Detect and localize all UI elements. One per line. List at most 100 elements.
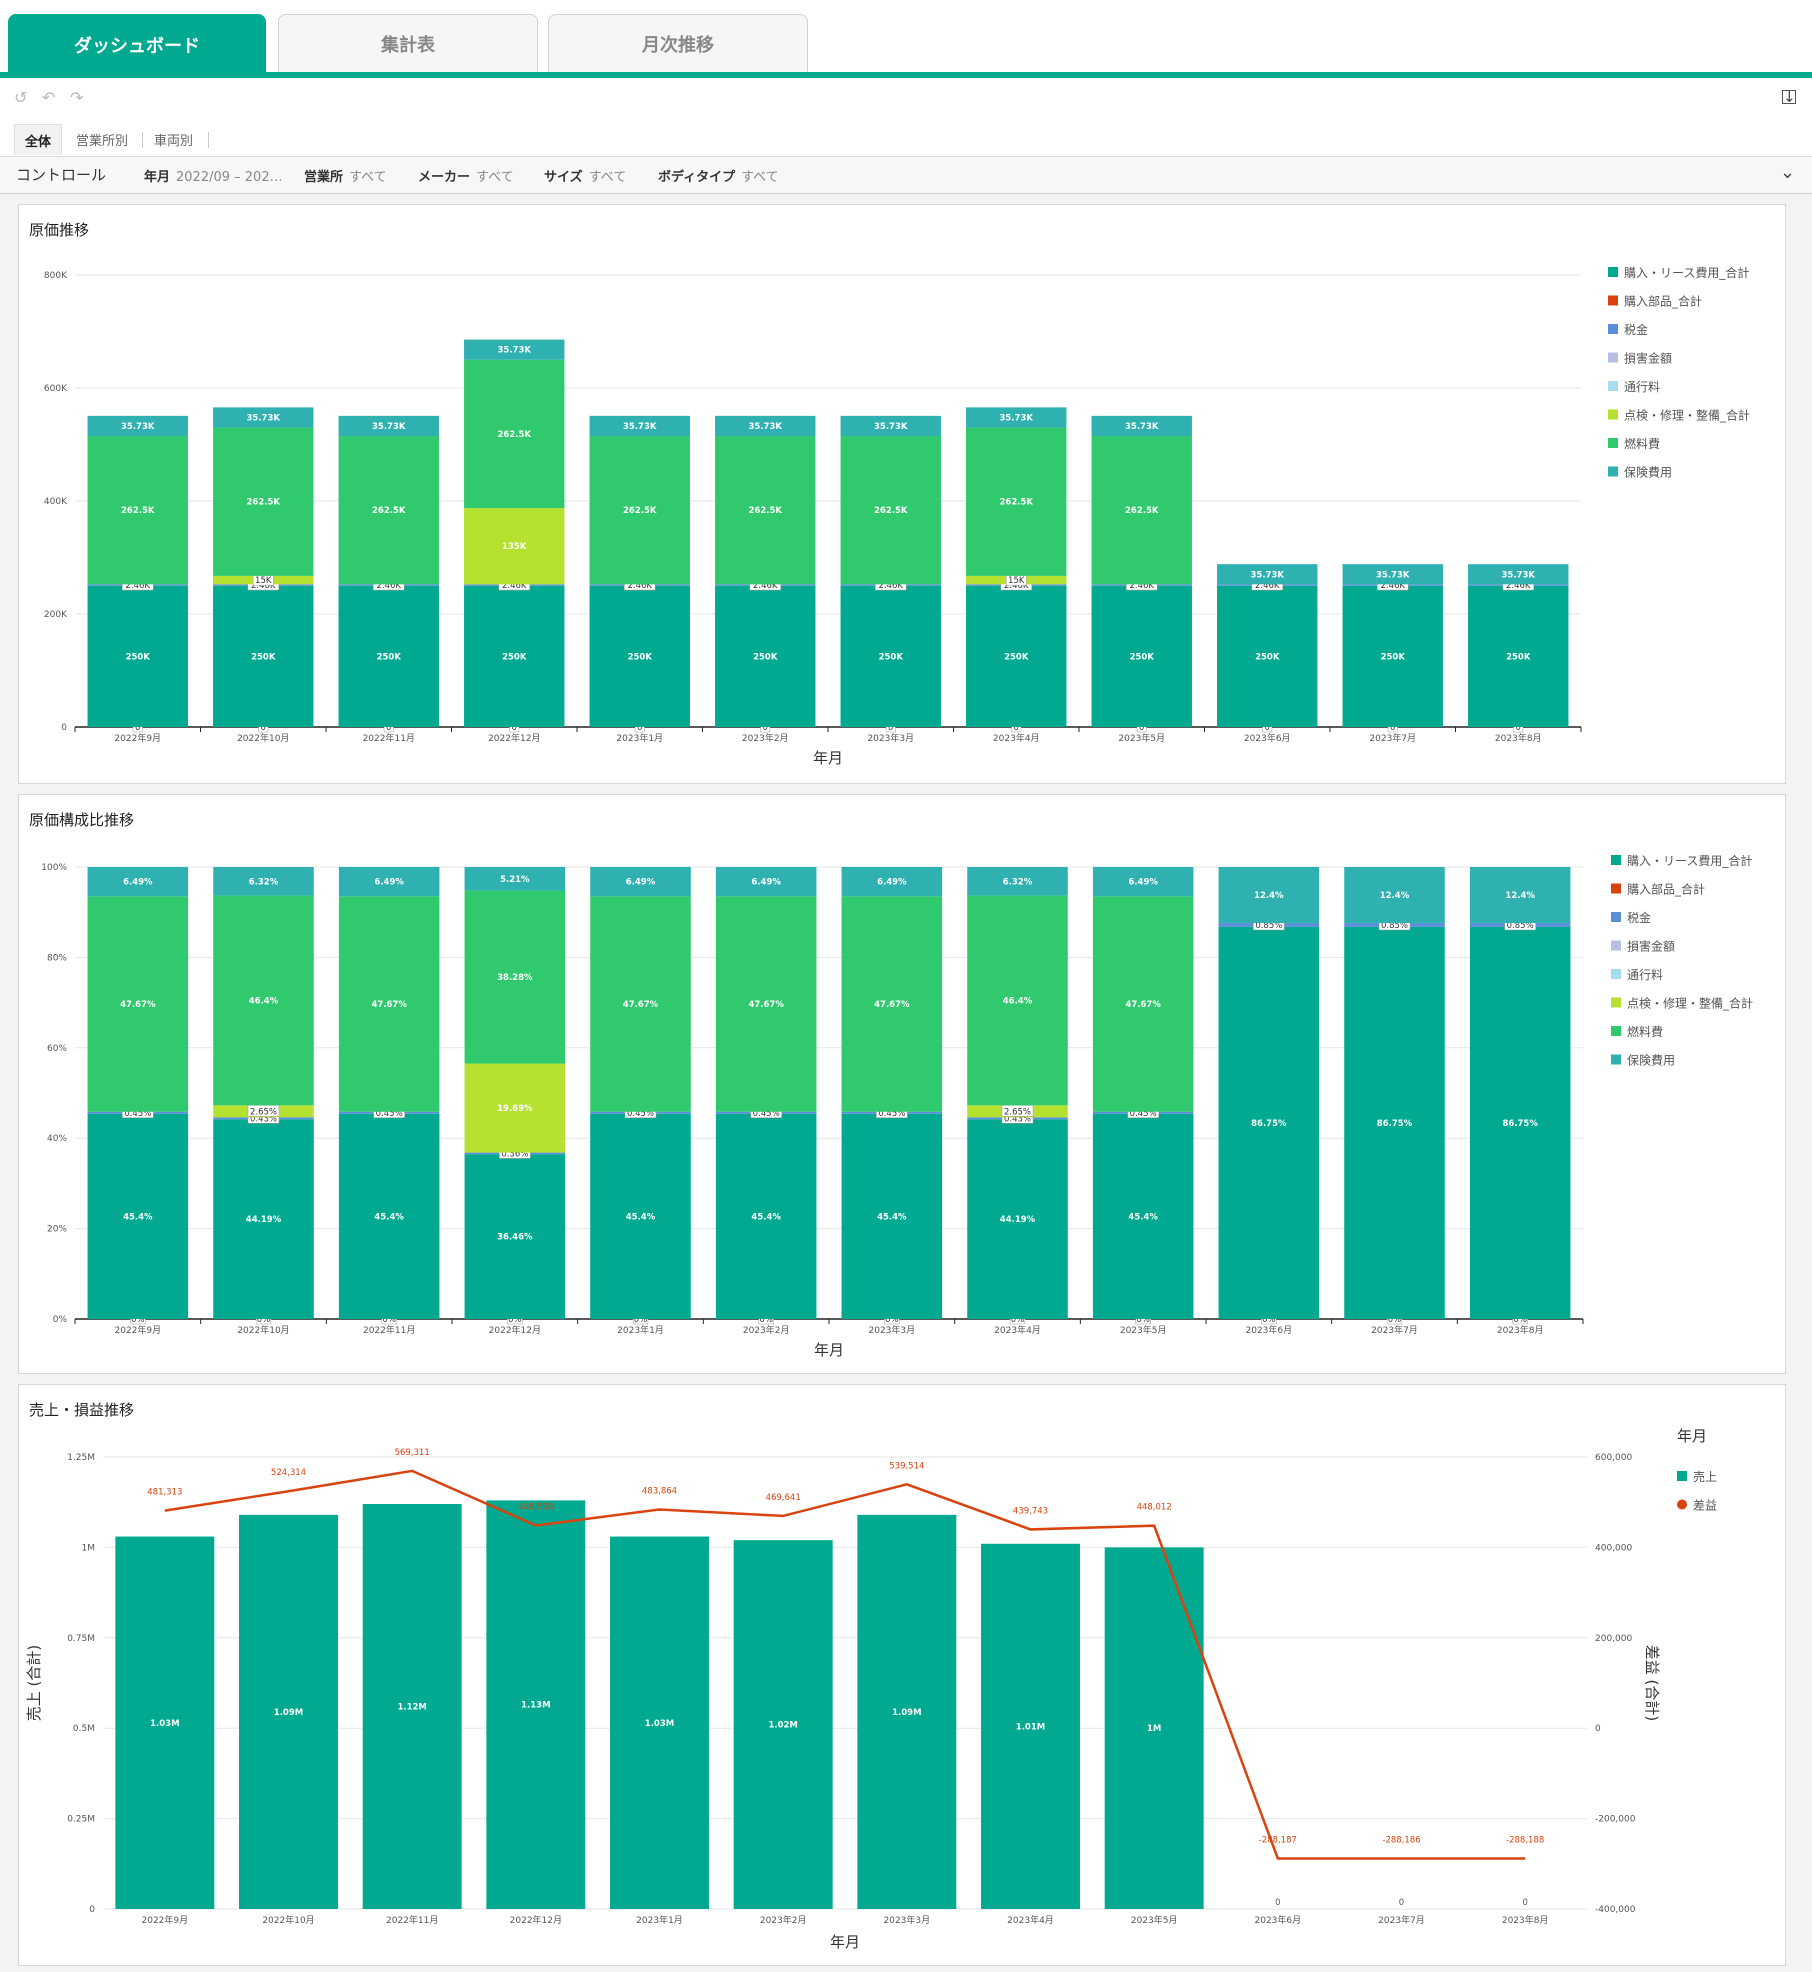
data-label: 35.73K <box>1502 570 1536 580</box>
legend-label: 購入・リース費用_合計 <box>1624 265 1749 280</box>
data-label: 0% <box>759 1315 773 1325</box>
data-label: 0 <box>888 723 893 733</box>
filter-body-type[interactable]: ボディタイプ すべて <box>658 166 779 185</box>
data-label: 250K <box>628 652 653 662</box>
y-tick-label: 100% <box>41 863 67 873</box>
data-label: 0.85% <box>1255 921 1282 931</box>
data-label: 0.36% <box>501 1149 528 1159</box>
bar-segment <box>966 427 1067 576</box>
legend-marker <box>1611 883 1621 894</box>
data-label: 0 <box>637 723 642 733</box>
data-label: 0 <box>763 723 768 733</box>
data-label: 250K <box>251 652 276 662</box>
bar-segment <box>1469 867 1571 924</box>
legend-label: 差益 <box>1693 1499 1717 1513</box>
data-label: 1.09M <box>274 1708 303 1718</box>
data-label: 6.49% <box>626 878 656 888</box>
line-data-label: 483,864 <box>642 1486 677 1496</box>
data-label: 262.5K <box>749 506 783 516</box>
y2-tick-label: 0 <box>1595 1724 1601 1734</box>
y-tick-label: 200K <box>44 610 68 620</box>
cost-ratio-chart: 0% 20% 40% 60% 80% 100% 0% 45.4% 0.45% 47.67% 6.49… <box>41 853 1753 1359</box>
y-tick-label: 1M <box>82 1543 96 1553</box>
subtab-by-vehicle[interactable]: 車両別 <box>154 133 194 149</box>
reset-icon[interactable]: ↺ <box>14 88 28 107</box>
data-label: 0.45% <box>627 1109 654 1119</box>
data-label: 86.75% <box>1377 1119 1413 1129</box>
download-icon[interactable]: ↓ <box>1782 88 1796 106</box>
bar-segment <box>213 867 314 896</box>
bar-segment <box>1342 585 1443 727</box>
x-tick-label: 2023年7月 <box>1378 1914 1425 1926</box>
data-label: 12.4% <box>1380 891 1410 901</box>
tab-monthly-trend[interactable]: 月次推移 <box>548 14 808 72</box>
bar-segment <box>715 1113 817 1319</box>
bar-segment <box>87 415 188 437</box>
y-tick-label: 20% <box>47 1225 67 1235</box>
data-label: 5.21% <box>500 875 530 885</box>
data-label: 47.67% <box>120 1000 156 1010</box>
line-data-label: -288,186 <box>1382 1835 1420 1845</box>
bar-segment <box>967 895 1068 1106</box>
subtab-all[interactable]: 全体 <box>14 124 63 155</box>
data-label: 1.13M <box>521 1701 550 1711</box>
filter-label: 営業所 <box>304 170 344 185</box>
line-data-label: 539,514 <box>889 1461 924 1471</box>
subtab-by-office[interactable]: 営業所別 <box>76 133 129 149</box>
bar-segment <box>1218 926 1320 1319</box>
data-label: 35.73K <box>749 422 783 432</box>
data-label: 35.73K <box>1125 422 1159 432</box>
bar-segment <box>1469 926 1571 1319</box>
x-tick-label: 2022年9月 <box>114 732 161 744</box>
bar-segment <box>87 896 189 1112</box>
bar-segment <box>338 896 440 1112</box>
legend-label: 税金 <box>1627 910 1651 925</box>
bar <box>981 1543 1080 1909</box>
y-tick-label: 600K <box>44 384 68 394</box>
data-label: 45.4% <box>877 1212 907 1222</box>
x-tick-label: 2022年10月 <box>262 1914 314 1926</box>
bar-segment <box>213 1119 314 1319</box>
bar-segment <box>715 866 817 897</box>
chart-title: 原価推移 <box>29 221 90 239</box>
bar-segment <box>715 415 816 437</box>
data-label: 6.49% <box>123 878 153 888</box>
bar-segment <box>213 407 314 428</box>
tab-summary-table[interactable]: 集計表 <box>278 14 538 72</box>
x-axis-label: 年月 <box>813 749 843 767</box>
legend-marker <box>1611 1026 1621 1036</box>
x-tick-label: 2023年7月 <box>1371 1324 1418 1336</box>
chevron-down-icon[interactable]: ⌄ <box>1780 162 1796 183</box>
bar-segment <box>967 867 1068 896</box>
legend-marker <box>1611 855 1621 865</box>
y-tick-label: 80% <box>47 953 67 963</box>
filter-maker[interactable]: メーカー すべて <box>418 166 514 185</box>
data-label: 250K <box>879 652 904 662</box>
bar-segment <box>464 890 566 1064</box>
filter-year-month[interactable]: 年月 2022/09 – 202… <box>144 166 283 185</box>
data-label: 6.49% <box>374 878 404 888</box>
line-data-label: 439,743 <box>1013 1506 1048 1516</box>
data-label: 262.5K <box>1125 506 1159 516</box>
filter-value: すべて <box>741 170 779 185</box>
tab-dashboard[interactable]: ダッシュボード <box>8 14 266 74</box>
y-tick-label: 1.25M <box>67 1453 95 1463</box>
data-label: 250K <box>126 652 151 662</box>
legend-label: 損害金額 <box>1627 939 1675 954</box>
filter-size[interactable]: サイズ すべて <box>544 166 626 185</box>
sales-profit-panel: 売上・損益推移 0 0.25M 0.5M 0.75M 1M 1.25M -400,000 -2… <box>18 1384 1786 1966</box>
bar-segment <box>590 896 691 1112</box>
filter-label: 年月 <box>144 170 171 185</box>
undo-icon[interactable]: ↶ <box>42 88 56 107</box>
bar-segment <box>1217 585 1318 727</box>
y-tick-label: 800K <box>44 271 68 281</box>
cost-trend-panel: 原価推移 0 200K 400K 600K 800K 0 250K 2.46K 262.5K 35… <box>18 204 1786 784</box>
redo-icon[interactable]: ↷ <box>70 88 84 107</box>
data-label: 12.4% <box>1505 891 1535 901</box>
bar-segment <box>87 1113 189 1319</box>
x-tick-label: 2022年11月 <box>363 1324 415 1336</box>
data-label: 45.4% <box>751 1212 781 1222</box>
filter-label: ボディタイプ <box>658 170 736 185</box>
bar-segment <box>338 1113 440 1319</box>
filter-office[interactable]: 営業所 すべて <box>304 166 387 185</box>
